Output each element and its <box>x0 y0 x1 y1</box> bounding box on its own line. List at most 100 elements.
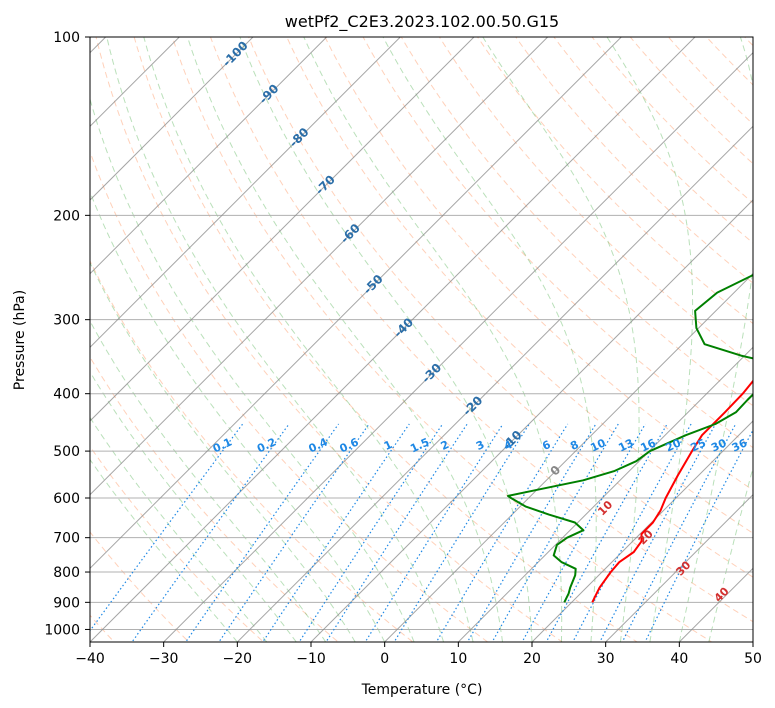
moist-adiabat <box>90 458 238 642</box>
moist-adiabat <box>106 37 445 642</box>
moist-adiabat <box>90 261 356 642</box>
moist-adiabat <box>239 37 533 642</box>
mixing-ratio-line <box>185 423 340 642</box>
isotherm-line <box>90 37 181 128</box>
x-tick-label: 30 <box>597 651 615 667</box>
temperature-profile-line <box>591 379 753 603</box>
x-tick-label: 0 <box>380 651 389 667</box>
dry-adiabat <box>667 37 753 125</box>
isotherm-line <box>604 493 753 642</box>
y-tick-label: 500 <box>53 444 80 460</box>
x-tick-label: 20 <box>523 651 541 667</box>
isotherm-line <box>90 37 402 349</box>
isotherm-line <box>90 37 254 201</box>
isotherm-line <box>90 37 549 496</box>
mixing-ratio-label: 16 <box>638 436 658 454</box>
moist-adiabat <box>708 465 753 642</box>
mixing-ratio-line <box>90 423 244 632</box>
y-axis-ticks: 100 200 300 400 500 600 700 800 900 1000 <box>44 30 90 638</box>
y-tick-label: 600 <box>53 491 80 507</box>
moist-adiabat <box>606 37 694 642</box>
isotherm-line <box>457 346 753 642</box>
isotherm-line <box>236 125 753 642</box>
y-tick-label: 900 <box>53 595 80 611</box>
chart-title: wetPf2_C2E3.2023.102.00.50.G15 <box>285 12 559 32</box>
dry-adiabat <box>324 37 753 491</box>
isotherm-line <box>90 37 475 422</box>
moist-adiabat <box>90 320 327 642</box>
isotherm-line <box>90 37 623 570</box>
x-tick-label: 50 <box>744 651 762 667</box>
moist-adiabats <box>90 37 753 642</box>
moist-adiabat <box>186 37 503 642</box>
moist-adiabat <box>90 416 268 642</box>
dry-adiabat <box>90 259 414 642</box>
mixing-ratio-label: 30 <box>709 436 729 454</box>
moist-adiabat <box>143 37 474 642</box>
isotherm-line <box>531 420 753 642</box>
y-tick-label: 300 <box>53 313 80 329</box>
mixing-ratio-line <box>131 423 290 642</box>
mixing-ratio-line <box>218 423 370 642</box>
y-tick-label: 200 <box>53 208 80 224</box>
isotherm-line <box>162 51 753 642</box>
mixing-ratio-line <box>435 423 569 642</box>
mixing-ratio-label: 13 <box>616 436 635 454</box>
x-tick-label: 10 <box>449 651 467 667</box>
dry-adiabat <box>476 37 753 325</box>
dry-adiabat <box>286 37 753 534</box>
dry-adiabats <box>90 37 753 642</box>
mixing-ratio-line <box>644 428 753 642</box>
y-tick-label: 1000 <box>44 622 80 638</box>
moist-adiabat <box>90 190 386 642</box>
profile-lines <box>507 273 753 603</box>
dry-adiabat <box>400 37 753 407</box>
moist-adiabat <box>678 37 753 642</box>
dry-adiabat <box>171 37 713 642</box>
isotherm-line <box>310 199 753 642</box>
moist-adiabat <box>303 37 563 642</box>
mixing-ratio-label: 20 <box>664 436 684 454</box>
y-tick-label: 100 <box>53 30 80 46</box>
mixing-ratio-line <box>393 423 530 642</box>
isotherm-gridlines <box>90 37 753 642</box>
y-tick-label: 800 <box>53 565 80 581</box>
isotherm-line <box>90 37 328 275</box>
isotherm-line <box>383 272 753 642</box>
isotherm-line <box>90 37 696 642</box>
dry-adiabat <box>209 37 753 623</box>
dry-adiabat <box>629 37 753 165</box>
dry-adiabat <box>90 150 489 642</box>
x-axis-title: Temperature (°C) <box>361 682 483 698</box>
mixing-ratio-line <box>599 423 717 642</box>
x-tick-label: 40 <box>670 651 688 667</box>
x-tick-label: −20 <box>223 651 253 667</box>
x-tick-label: −40 <box>75 651 105 667</box>
mixing-ratio-label: 10 <box>588 436 608 454</box>
y-tick-label: 700 <box>53 531 80 547</box>
mixing-ratio-line <box>621 423 737 642</box>
moist-adiabat <box>90 370 297 642</box>
dry-adiabat <box>438 37 753 366</box>
y-tick-label: 400 <box>53 387 80 403</box>
mixing-ratio-label: 36 <box>730 436 750 454</box>
moist-adiabat <box>482 37 640 642</box>
mixing-ratio-line <box>298 423 444 642</box>
moist-adiabat <box>90 97 415 642</box>
dry-adiabat <box>133 37 638 642</box>
dry-adiabat <box>90 445 265 642</box>
mixing-ratio-line <box>262 423 410 642</box>
dry-adiabat <box>95 37 564 642</box>
y-axis-title: Pressure (hPa) <box>12 290 28 390</box>
isobar-gridlines <box>90 37 753 630</box>
x-axis-ticks: −40 −30 −20 −10 0 10 20 30 40 50 <box>75 642 762 667</box>
x-tick-label: −10 <box>296 651 326 667</box>
mixing-ratio-label: 25 <box>689 436 708 454</box>
dry-adiabat <box>591 37 753 204</box>
plot-frame <box>89 36 754 643</box>
dry-adiabat <box>248 37 753 578</box>
dewpoint-profile-line <box>507 273 753 603</box>
x-tick-label: −30 <box>149 651 179 667</box>
